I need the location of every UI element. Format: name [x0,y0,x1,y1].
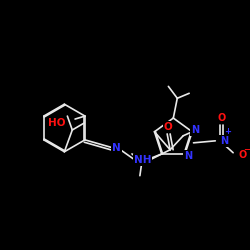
Text: O: O [164,122,172,132]
Text: O: O [238,150,246,160]
Text: O: O [217,113,225,123]
Text: N: N [191,125,199,135]
Text: N: N [184,151,192,161]
Text: NH: NH [134,155,151,165]
Text: −: − [244,145,250,154]
Text: +: + [224,128,231,136]
Text: HO: HO [48,118,65,128]
Text: N: N [220,136,228,146]
Text: N: N [112,143,121,153]
